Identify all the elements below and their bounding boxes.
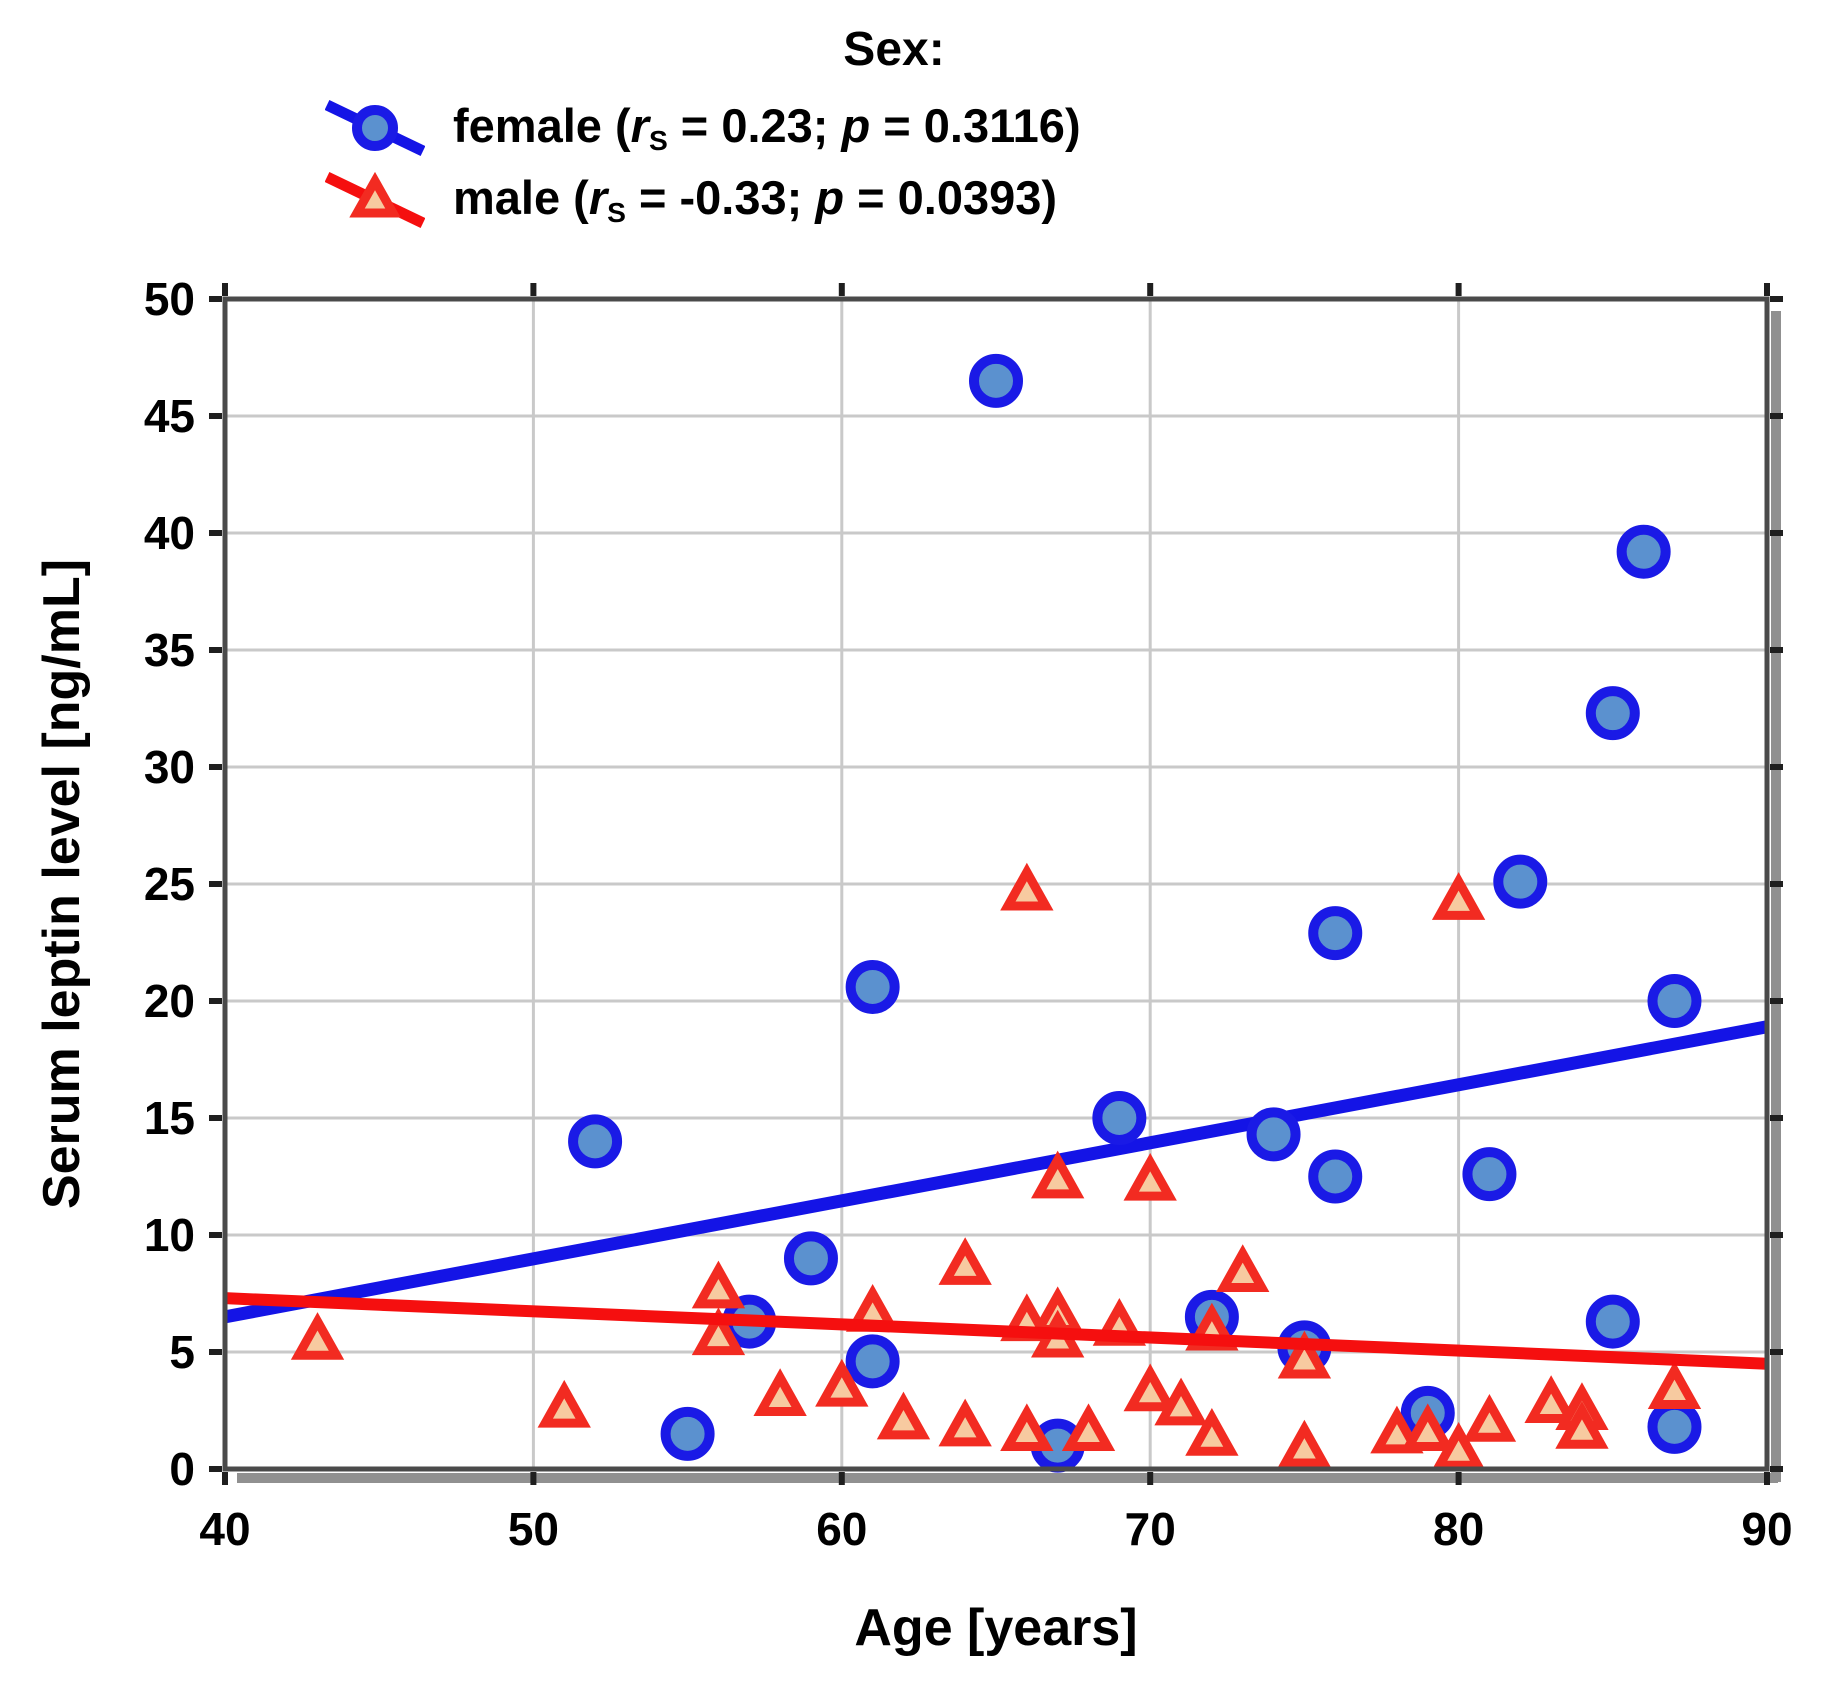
legend-item-female: female (rS = 0.23; p = 0.3116) <box>325 94 1081 160</box>
y-tick-label: 15 <box>144 1092 195 1144</box>
data-point-male <box>1370 1405 1424 1454</box>
y-tick-label: 25 <box>144 858 195 910</box>
data-point-male <box>938 1398 992 1447</box>
legend-text-run: = -0.33; <box>625 170 816 224</box>
y-tick-label: 40 <box>144 507 195 559</box>
data-point-female <box>1092 1091 1147 1145</box>
data-point-male <box>1277 1419 1332 1468</box>
data-point-female <box>1647 974 1702 1028</box>
data-point-female <box>1246 1107 1301 1162</box>
x-tick-label: 90 <box>1741 1503 1792 1555</box>
data-point-male <box>815 1358 869 1407</box>
data-point-male <box>1031 1150 1085 1199</box>
female-legend-marker <box>352 105 398 151</box>
female-legend-marker-icon <box>325 100 425 156</box>
data-point-female <box>969 353 1023 408</box>
female-trendline <box>223 1020 1769 1324</box>
x-tick-label: 80 <box>1433 1503 1484 1555</box>
data-point-male <box>691 1260 746 1309</box>
data-point-male <box>1154 1377 1208 1426</box>
data-point-male <box>691 1307 746 1356</box>
legend-text-run: male ( <box>453 170 589 224</box>
stat-subscript: S <box>607 195 626 228</box>
y-tick-label: 10 <box>144 1209 195 1261</box>
male-legend-marker-icon <box>325 171 425 228</box>
data-point-male <box>1462 1393 1517 1442</box>
y-tick-label: 30 <box>144 741 195 793</box>
data-point-male <box>1000 1403 1054 1452</box>
data-point-female <box>1308 1149 1363 1204</box>
y-tick-label: 20 <box>144 975 195 1027</box>
male-trendline <box>224 1292 1768 1370</box>
data-point-male <box>1647 1361 1702 1409</box>
stat-symbol: p <box>841 98 871 152</box>
data-point-male <box>1216 1244 1270 1292</box>
data-point-female <box>1585 1294 1640 1349</box>
legend-label-female: female (rS = 0.23; p = 0.3116) <box>453 98 1081 157</box>
stat-symbol: r <box>588 170 608 224</box>
legend-title: Sex: <box>843 23 945 76</box>
data-point-male <box>1431 1422 1486 1470</box>
data-point-male <box>938 1237 992 1285</box>
data-point-male <box>1431 872 1486 920</box>
x-axis-label: Age [years] <box>854 1599 1138 1657</box>
data-point-male <box>1277 1330 1332 1379</box>
data-point-male <box>1555 1400 1609 1449</box>
data-point-male <box>537 1379 591 1428</box>
x-tick-label: 50 <box>508 1503 559 1555</box>
male-legend-marker <box>349 171 401 218</box>
data-point-female <box>1493 854 1548 909</box>
legend-label-male: male (rS = -0.33; p = 0.0393) <box>453 170 1057 229</box>
y-axis-label: Serum leptin level [ng/mL] <box>33 558 91 1210</box>
legend-text-run: = 0.23; <box>667 98 842 152</box>
data-point-male <box>1401 1403 1455 1452</box>
x-tick-label: 40 <box>199 1503 250 1555</box>
legend-item-male: male (rS = -0.33; p = 0.0393) <box>325 166 1057 232</box>
y-tick-label: 50 <box>144 273 195 325</box>
data-point-male <box>1123 1363 1177 1412</box>
data-point-male <box>876 1391 931 1440</box>
y-tick-label: 5 <box>169 1326 195 1378</box>
data-point-male <box>290 1312 345 1360</box>
stat-subscript: S <box>648 123 668 156</box>
data-point-female <box>1647 1399 1702 1454</box>
legend-text-run: = 0.0393) <box>844 170 1058 224</box>
data-point-male <box>1524 1375 1578 1423</box>
x-tick-label: 70 <box>1125 1503 1176 1555</box>
y-tick-label: 0 <box>169 1443 195 1495</box>
data-point-male <box>1000 862 1054 911</box>
data-point-female <box>845 959 900 1014</box>
data-point-female <box>1308 906 1363 961</box>
data-point-female <box>783 1231 838 1286</box>
stat-symbol: p <box>815 170 845 224</box>
axis-frame <box>222 296 1770 1472</box>
data-point-female <box>1462 1147 1517 1202</box>
data-point-male <box>1123 1152 1177 1201</box>
y-tick-label: 45 <box>144 390 195 442</box>
y-tick-label: 35 <box>144 624 195 676</box>
data-point-female <box>845 1334 900 1389</box>
data-point-female <box>660 1406 715 1461</box>
legend-text-run: = 0.3116) <box>870 98 1081 152</box>
stat-symbol: r <box>630 98 649 152</box>
data-point-male <box>1185 1408 1239 1456</box>
data-point-male <box>1061 1403 1116 1452</box>
data-point-male <box>753 1368 807 1416</box>
x-tick-label: 60 <box>816 1503 867 1555</box>
data-point-female <box>568 1114 623 1169</box>
data-point-female <box>1616 524 1671 579</box>
data-point-female <box>1585 686 1640 741</box>
legend-text-run: female ( <box>453 98 631 152</box>
